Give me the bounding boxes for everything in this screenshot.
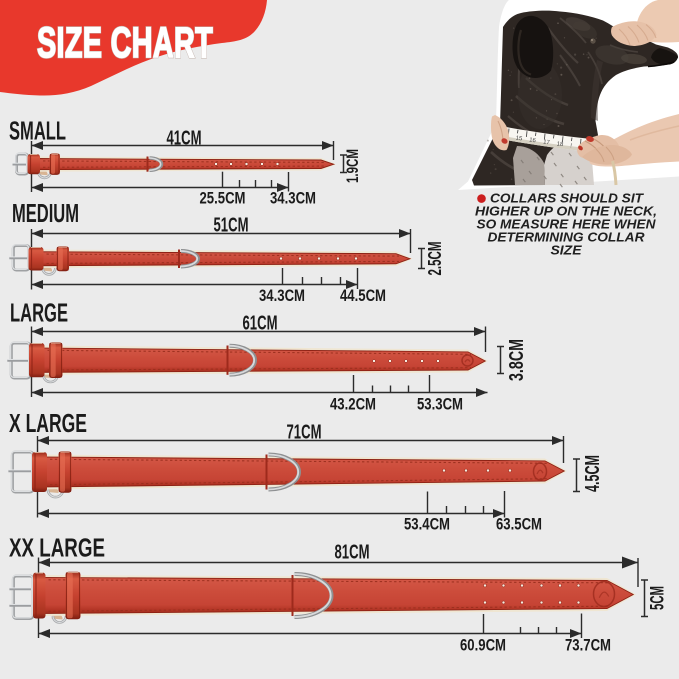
svg-text:34.3CM: 34.3CM (259, 286, 305, 305)
svg-text:81CM: 81CM (335, 540, 370, 563)
svg-text:HIGHER UP ON THE NECK,: HIGHER UP ON THE NECK, (475, 204, 657, 219)
svg-text:3.8CM: 3.8CM (506, 339, 528, 381)
svg-text:60.9CM: 60.9CM (460, 636, 506, 655)
svg-text:5CM: 5CM (648, 586, 669, 610)
svg-text:MEDIUM: MEDIUM (12, 200, 79, 228)
svg-text:44.5CM: 44.5CM (340, 286, 386, 305)
svg-text:SIZE: SIZE (551, 242, 583, 257)
svg-text:SMALL: SMALL (9, 118, 66, 146)
svg-text:15: 15 (515, 136, 523, 143)
svg-text:61CM: 61CM (243, 312, 278, 335)
svg-text:4.5CM: 4.5CM (582, 455, 604, 492)
svg-text:25.5CM: 25.5CM (200, 189, 246, 208)
svg-text:71CM: 71CM (287, 420, 322, 443)
svg-text:XX LARGE: XX LARGE (9, 535, 105, 563)
svg-text:43.2CM: 43.2CM (330, 395, 376, 414)
svg-text:SIZE CHART: SIZE CHART (37, 19, 213, 67)
svg-text:LARGE: LARGE (10, 300, 68, 328)
svg-text:34.3CM: 34.3CM (270, 189, 316, 208)
svg-text:73.7CM: 73.7CM (565, 636, 611, 655)
svg-text:X LARGE: X LARGE (9, 410, 87, 438)
svg-text:!: ! (570, 143, 573, 149)
svg-text:SIZE CHART: SIZE CHART (37, 19, 213, 67)
svg-text:COLLARS SHOULD SIT: COLLARS SHOULD SIT (490, 191, 644, 206)
svg-text:18: 18 (556, 141, 564, 148)
svg-text:63.5CM: 63.5CM (496, 515, 542, 534)
svg-text:53.4CM: 53.4CM (404, 515, 450, 534)
svg-text:17: 17 (543, 139, 551, 146)
svg-text:DETERMINING COLLAR: DETERMINING COLLAR (488, 230, 645, 245)
svg-text:16: 16 (529, 137, 537, 144)
svg-text:51CM: 51CM (214, 214, 249, 237)
svg-text:1.9CM: 1.9CM (344, 149, 362, 183)
svg-text:41CM: 41CM (167, 127, 202, 150)
svg-text:2.5CM: 2.5CM (425, 242, 445, 276)
svg-text:53.3CM: 53.3CM (417, 395, 463, 414)
svg-text:SO MEASURE HERE WHEN: SO MEASURE HERE WHEN (477, 217, 656, 232)
